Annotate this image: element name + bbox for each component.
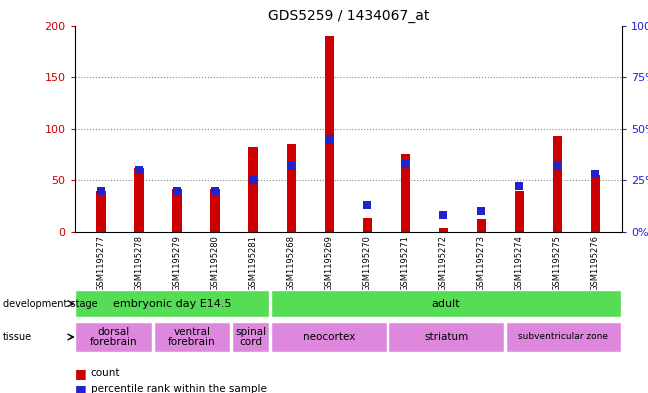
Point [172, 187, 182, 194]
Point [134, 167, 145, 173]
Text: spinal
cord: spinal cord [235, 327, 266, 347]
Point [362, 202, 373, 208]
Bar [591, 175, 600, 232]
Point [515, 183, 525, 189]
Text: development stage: development stage [3, 299, 98, 309]
Point [248, 177, 259, 184]
Point [438, 212, 448, 219]
Point [210, 187, 220, 194]
Text: GSM1195272: GSM1195272 [439, 235, 448, 291]
Bar [271, 290, 621, 317]
Point [286, 163, 296, 169]
Text: GSM1195268: GSM1195268 [287, 235, 295, 292]
Text: GSM1195279: GSM1195279 [172, 235, 181, 291]
Text: striatum: striatum [424, 332, 469, 342]
Text: ■: ■ [75, 367, 86, 380]
Point [476, 208, 487, 214]
Text: GSM1195270: GSM1195270 [363, 235, 372, 291]
Text: GSM1195277: GSM1195277 [97, 235, 106, 292]
Text: GSM1195271: GSM1195271 [401, 235, 410, 291]
Bar [477, 219, 486, 232]
Point [96, 187, 106, 194]
Bar [271, 322, 387, 352]
Text: neocortex: neocortex [303, 332, 355, 342]
Bar [400, 154, 410, 232]
Text: adult: adult [432, 299, 460, 309]
Bar [388, 322, 504, 352]
Bar [439, 228, 448, 232]
Text: GSM1195269: GSM1195269 [325, 235, 334, 291]
Text: count: count [91, 368, 121, 378]
Text: GSM1195274: GSM1195274 [515, 235, 524, 291]
Bar [363, 219, 372, 232]
Point [400, 161, 411, 167]
Text: GSM1195276: GSM1195276 [591, 235, 600, 292]
Bar [286, 144, 296, 232]
Text: dorsal
forebrain: dorsal forebrain [90, 327, 137, 347]
Bar [134, 168, 144, 232]
Text: GSM1195278: GSM1195278 [135, 235, 144, 292]
Bar [248, 147, 258, 232]
Point [590, 171, 601, 177]
Bar [75, 322, 152, 352]
Bar [232, 322, 270, 352]
Bar [211, 189, 220, 232]
Text: ventral
forebrain: ventral forebrain [168, 327, 216, 347]
Bar [515, 191, 524, 232]
Point [552, 163, 562, 169]
Bar [325, 36, 334, 232]
Text: percentile rank within the sample: percentile rank within the sample [91, 384, 266, 393]
Bar [154, 322, 230, 352]
Text: tissue: tissue [3, 332, 32, 342]
Text: GSM1195281: GSM1195281 [249, 235, 258, 291]
Text: GSM1195275: GSM1195275 [553, 235, 562, 291]
Text: GSM1195273: GSM1195273 [477, 235, 486, 292]
Bar [172, 189, 182, 232]
Bar [505, 322, 621, 352]
Point [324, 136, 334, 142]
Bar [97, 191, 106, 232]
Bar [553, 136, 562, 232]
Text: ■: ■ [75, 382, 86, 393]
Bar [75, 290, 270, 317]
Text: GSM1195280: GSM1195280 [211, 235, 220, 291]
Title: GDS5259 / 1434067_at: GDS5259 / 1434067_at [268, 9, 429, 23]
Text: embryonic day E14.5: embryonic day E14.5 [113, 299, 231, 309]
Text: subventricular zone: subventricular zone [518, 332, 608, 342]
